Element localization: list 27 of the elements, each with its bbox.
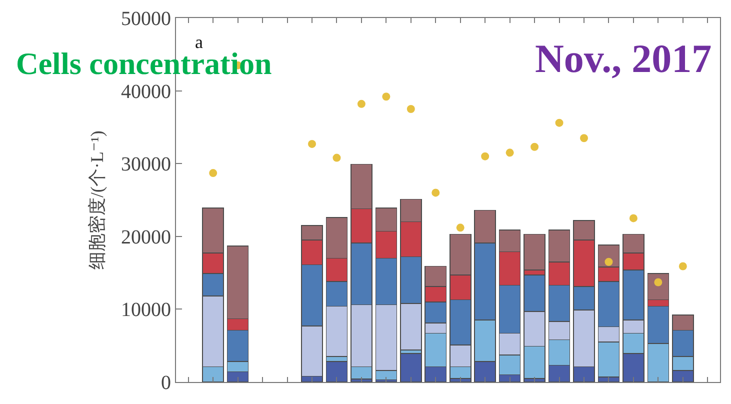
bar — [400, 353, 422, 382]
annotation: Nov., 2017 — [535, 36, 712, 81]
point — [530, 142, 539, 151]
point — [456, 224, 464, 232]
annotation: a — [195, 32, 203, 52]
point — [506, 148, 514, 157]
point — [432, 188, 440, 197]
point — [604, 258, 613, 266]
y-axis-title: 细胞密度/(个·L⁻¹) — [87, 130, 108, 270]
point — [382, 92, 390, 101]
y-tick-label: 20000 — [121, 226, 171, 248]
bar — [326, 361, 348, 382]
y-tick-label: 40000 — [121, 80, 171, 103]
point — [629, 214, 638, 222]
point — [555, 118, 564, 127]
point — [308, 140, 316, 148]
point — [580, 134, 588, 142]
point — [406, 105, 415, 113]
point — [678, 262, 687, 270]
point — [332, 154, 341, 162]
y-tick-label: 30000 — [121, 154, 171, 176]
y-tick-label: 50000 — [121, 8, 171, 30]
point — [481, 152, 490, 160]
y-tick-label: 0 — [161, 372, 171, 394]
point — [357, 100, 366, 108]
point — [209, 169, 218, 178]
y-tick-label: 10000 — [121, 299, 171, 322]
